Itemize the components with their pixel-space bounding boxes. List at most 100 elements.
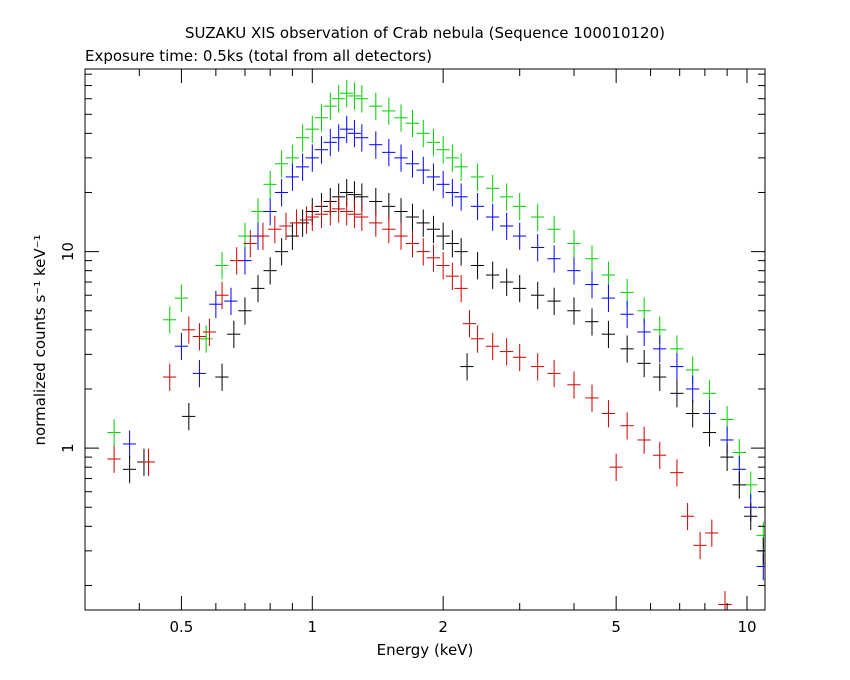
data-point [122,455,137,484]
data-point [601,320,615,349]
data-point [637,349,651,378]
data-point [454,153,468,181]
data-point [256,222,270,250]
data-point [192,323,206,351]
data-point [305,144,319,172]
data-point [141,448,156,476]
data-point [470,192,485,221]
x-tick-label: 5 [611,618,621,636]
data-point [609,453,623,482]
data-point [394,222,408,250]
data-point [369,92,383,121]
data-point [274,150,289,178]
data-point [585,271,599,299]
data-point [512,343,527,372]
data-point [331,85,346,113]
data-point [620,300,634,329]
data-point [331,124,346,152]
data-point [530,353,545,381]
data-point [470,252,485,280]
x-tick-label: 0.5 [170,618,194,636]
data-point [702,419,717,447]
data-point [670,353,684,381]
data-point [499,212,514,240]
data-point [339,79,354,108]
data-point [251,198,265,226]
data-point [202,318,216,346]
data-point [620,412,634,440]
data-point [460,353,474,381]
data-point [653,335,667,363]
data-point [680,502,695,531]
data-point [462,310,477,338]
data-point [238,297,252,325]
data-point [339,115,354,144]
data-point [263,198,277,226]
data-point [251,274,265,303]
data-point [405,203,419,231]
data-point [499,268,514,296]
data-point [670,459,684,487]
data-point [512,222,527,250]
data-point [394,198,408,226]
x-axis-label: Energy (keV) [377,641,474,659]
data-point [601,284,615,312]
data-point [547,215,561,244]
series-1 [122,115,765,581]
data-point [289,209,304,237]
y-axis-label: normalized counts s⁻¹ keV⁻¹ [31,234,49,445]
data-point [314,136,329,164]
data-point [512,192,527,221]
data-point [436,222,450,250]
data-point [163,306,177,334]
data-point [670,379,684,408]
data-point [547,287,561,315]
data-point [530,281,545,310]
data-point [323,198,337,226]
data-point [405,109,419,138]
data-point [567,371,581,399]
data-point [685,375,700,403]
data-point [485,174,500,203]
data-point [512,274,527,303]
data-point [382,215,396,244]
data-point [192,360,206,388]
plot-frame [84,68,766,611]
data-point [485,332,500,361]
data-point [295,124,310,152]
data-point [470,163,485,191]
data-point [339,198,354,226]
data-point [732,471,746,499]
data-point [122,430,137,458]
data-point [355,85,369,113]
data-point [416,119,430,148]
data-point [454,238,468,266]
data-point [601,261,615,289]
data-point [107,445,121,473]
data-point [263,257,277,285]
data-point [305,203,319,231]
data-point [382,97,396,125]
data-point [314,104,329,132]
data-point [394,144,408,172]
data-point [685,400,700,428]
data-point [279,212,293,240]
chart-subtitle: Exposure time: 0.5ks (total from all det… [85,47,432,65]
x-tick-label: 1 [308,618,318,636]
data-point [331,195,346,223]
data-point [426,163,440,191]
data-point [405,230,419,258]
data-point [637,318,651,346]
data-point [445,230,459,258]
data-point [355,124,369,152]
y-tick-label: 1 [59,443,77,453]
data-point [744,502,758,531]
data-point [547,360,561,388]
data-point [163,363,177,391]
data-point [426,128,440,157]
data-point [215,363,229,391]
data-point [268,215,282,244]
data-point [567,297,581,325]
